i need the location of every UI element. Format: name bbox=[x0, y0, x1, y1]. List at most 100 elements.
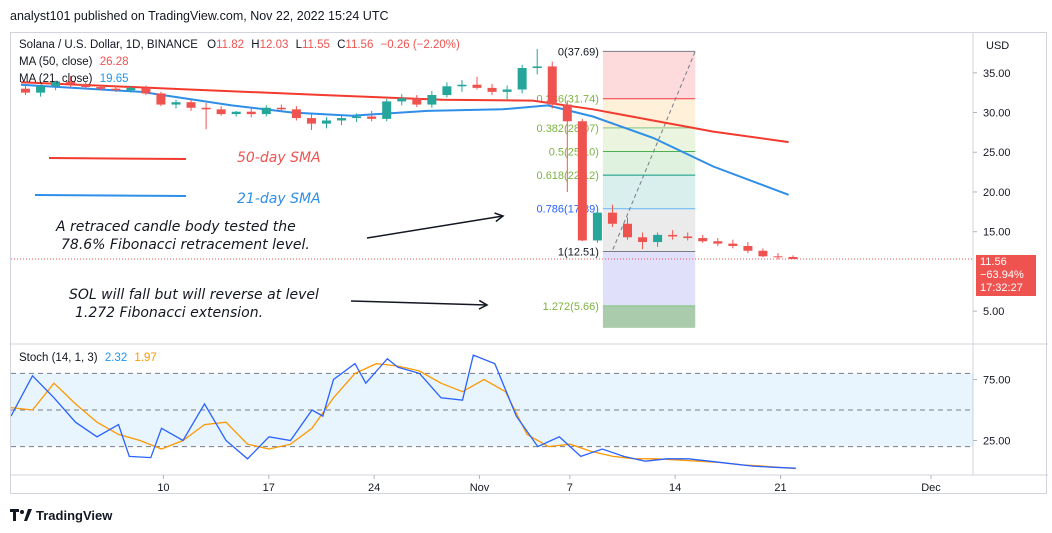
candle-body bbox=[306, 118, 316, 124]
candle-body bbox=[547, 66, 557, 105]
price-tick-label: 35.00 bbox=[983, 68, 1011, 80]
candle-body bbox=[291, 109, 301, 119]
stoch-tick-label: 25.00 bbox=[983, 436, 1011, 448]
candle-body bbox=[367, 116, 377, 119]
open-value: 11.82 bbox=[216, 39, 245, 51]
candle-body bbox=[201, 107, 211, 110]
candle-body bbox=[653, 234, 663, 243]
candle-body bbox=[638, 237, 648, 243]
candle-body bbox=[276, 107, 286, 110]
candle-body bbox=[246, 111, 256, 115]
candle-body bbox=[592, 212, 602, 241]
last-change: −63.94% bbox=[980, 269, 1024, 281]
note2-line1: SOL will fall but will reverse at level bbox=[69, 287, 319, 303]
symbol-name: Solana / U.S. Dollar, 1D, BINANCE bbox=[19, 39, 198, 51]
stoch-d-line bbox=[11, 362, 796, 470]
fib-extension-zone bbox=[602, 305, 696, 328]
change-value: −0.26 (−2.20%) bbox=[380, 39, 460, 51]
publish-info: analyst101 published on TradingView.com,… bbox=[10, 9, 389, 23]
fib-zone bbox=[602, 51, 696, 99]
note2-arrow-head bbox=[478, 299, 489, 310]
candle-body bbox=[773, 256, 783, 258]
candle-body bbox=[111, 88, 121, 91]
countdown: 17:32:27 bbox=[980, 282, 1023, 294]
price-tick-label: 25.00 bbox=[983, 147, 1011, 159]
candle-body bbox=[216, 109, 226, 115]
fib-zone bbox=[602, 175, 696, 209]
price-chart[interactable]: USD 5.00 15.00 20.00 25.00 30.00 35.00 10 17 24 No… bbox=[11, 33, 1048, 495]
fib-zone bbox=[602, 251, 696, 306]
chart-frame[interactable]: USD 5.00 15.00 20.00 25.00 30.00 35.00 10 17 24 No… bbox=[10, 32, 1048, 495]
candle-body bbox=[442, 86, 452, 96]
last-price: 11.56 bbox=[980, 256, 1007, 268]
stoch-legend: Stoch (14, 1, 3) 2.32 1.97 bbox=[19, 352, 157, 364]
fib-level-label: 0.5(25.10) bbox=[549, 146, 599, 158]
candle-body bbox=[66, 81, 76, 84]
candle-body bbox=[457, 84, 467, 87]
candle-body bbox=[683, 236, 693, 239]
candle-body bbox=[171, 102, 181, 105]
candle-body bbox=[788, 256, 798, 260]
time-tick-label: Nov bbox=[470, 482, 490, 494]
candle-body bbox=[156, 93, 166, 105]
note1-line1: A retraced candle body tested the bbox=[56, 219, 296, 235]
time-tick-label: 17 bbox=[263, 482, 275, 494]
sma50-sample-line bbox=[48, 157, 187, 160]
fib-level-label: 0.786(17.89) bbox=[537, 204, 599, 216]
low-value: 11.55 bbox=[301, 39, 330, 51]
candle-body bbox=[517, 68, 527, 90]
ma21-label: MA (21, close) bbox=[19, 73, 93, 85]
time-tick-label: 24 bbox=[368, 482, 380, 494]
time-tick-label: 10 bbox=[157, 482, 169, 494]
high-label: H bbox=[251, 39, 260, 51]
low-label: L bbox=[295, 39, 302, 51]
candle-body bbox=[231, 111, 241, 115]
candle-body bbox=[412, 98, 422, 105]
time-tick-label: 14 bbox=[669, 482, 681, 494]
stoch-tick-label: 75.00 bbox=[983, 375, 1011, 387]
price-tick-label: 20.00 bbox=[983, 187, 1011, 199]
candle-body bbox=[337, 118, 347, 121]
stoch-k-line bbox=[11, 354, 796, 469]
candle-body bbox=[397, 98, 407, 102]
ma21-legend: MA (21, close) 19.65 bbox=[19, 73, 128, 85]
candle-body bbox=[562, 104, 572, 122]
candle-body bbox=[743, 246, 753, 251]
fib-zone bbox=[602, 127, 696, 152]
candle-body bbox=[141, 87, 151, 94]
candle-body bbox=[532, 66, 542, 69]
candle-body bbox=[322, 120, 331, 124]
sma21-sample-line bbox=[34, 194, 187, 197]
candle-body bbox=[382, 101, 392, 119]
stoch-d-value: 1.97 bbox=[134, 352, 157, 364]
high-value: 12.03 bbox=[259, 39, 289, 51]
candle-body bbox=[472, 84, 482, 88]
footer: TradingView bbox=[10, 505, 112, 525]
candle-body bbox=[21, 88, 30, 93]
candle-body bbox=[502, 89, 512, 92]
open-label: O bbox=[207, 39, 217, 51]
last-price-badge: 11.56 −63.94% 17:32:27 bbox=[976, 255, 1036, 296]
time-tick-label: 21 bbox=[774, 482, 786, 494]
header: analyst101 published on TradingView.com,… bbox=[0, 0, 1052, 32]
candle-body bbox=[487, 87, 497, 92]
stoch-label: Stoch (14, 1, 3) bbox=[19, 352, 98, 364]
time-tick-label: Dec bbox=[921, 482, 941, 494]
note2-arrow bbox=[350, 300, 488, 306]
close-value: 11.56 bbox=[345, 39, 374, 51]
candle-body bbox=[668, 234, 678, 237]
ma21-value: 19.65 bbox=[99, 73, 129, 85]
ma50-legend: MA (50, close) 26.28 bbox=[19, 56, 128, 68]
sma21-annotation: 21-day SMA bbox=[237, 191, 321, 207]
ohlc-legend: Solana / U.S. Dollar, 1D, BINANCE O11.82… bbox=[19, 39, 460, 51]
candle-body bbox=[51, 81, 61, 87]
note1-arrow-head bbox=[494, 212, 505, 223]
fib-level-label: 0(37.69) bbox=[558, 46, 599, 58]
candle-body bbox=[36, 86, 46, 93]
stoch-k-value: 2.32 bbox=[104, 352, 128, 364]
candle-body bbox=[607, 212, 617, 224]
footer-brand: TradingView bbox=[36, 507, 113, 523]
price-tick-label: 5.00 bbox=[983, 306, 1004, 318]
candle-body bbox=[623, 223, 632, 238]
fib-level-label: 1.272(5.66) bbox=[543, 301, 599, 313]
